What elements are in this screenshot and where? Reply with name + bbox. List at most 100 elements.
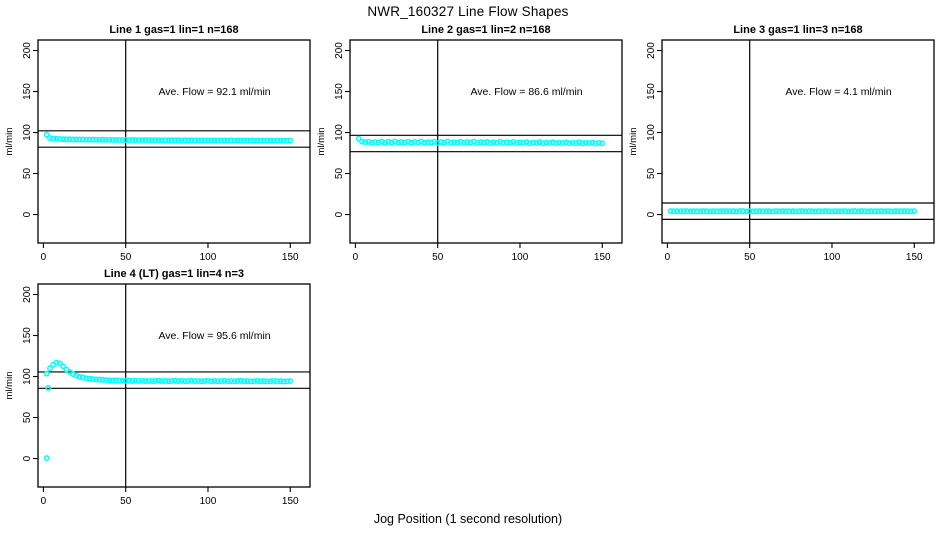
x-tick-label: 150 [906,252,923,263]
flow-data-point [796,208,803,215]
flow-data-point [720,208,727,215]
y-tick-label: 200 [646,42,657,59]
y-tick-label: 50 [646,168,657,180]
flow-data-point [264,378,271,385]
flow-data-point [149,378,155,385]
flow-data-point [490,139,497,146]
flow-data-point [546,140,553,146]
flow-data-point [500,140,507,147]
flow-data-point [145,137,152,144]
flow-data-point [86,136,93,143]
ave-flow-annotation: Ave. Flow = 4.1 ml/min [785,86,891,98]
flow-data-point [274,137,281,144]
flow-data-point [165,137,172,144]
y-tick-label: 150 [334,83,345,100]
flow-data-point [178,377,185,384]
flow-data-point [477,139,484,146]
flow-data-point [63,136,70,143]
flow-data-point [513,140,520,147]
flow-data-point [86,375,93,382]
flow-data-point [224,378,231,385]
x-tick-label: 100 [512,252,529,263]
flow-data-point [424,139,431,146]
flow-data-point [251,378,258,385]
y-tick-label: 0 [646,211,657,217]
flow-data-point [740,208,747,215]
flow-data-point [172,377,179,384]
flow-data-point [109,377,116,384]
flow-data-point [96,376,103,383]
panel-line-2-title: Line 2 gas=1 lin=2 n=168 [421,24,551,36]
flow-data-point [868,208,875,215]
flow-data-point [819,208,826,215]
flow-data-point [451,139,458,146]
flow-data-point [152,137,159,144]
flow-data-point [582,139,589,146]
flow-data-point [158,137,165,144]
flow-data-point [270,377,277,384]
flow-data-point [415,139,421,146]
flow-data-point [727,208,733,215]
flow-data-point [175,378,182,385]
flow-data-point [730,208,737,215]
flow-data-point [487,140,494,147]
flow-data-point [224,137,231,144]
flow-data-point [284,378,290,385]
flow-data-point [139,137,146,144]
flow-data-point [244,378,251,384]
ave-flow-annotation: Ave. Flow = 86.6 ml/min [470,86,582,98]
flow-data-point [188,137,195,144]
flow-data-point [116,377,123,384]
flow-data-point [815,208,822,215]
flow-data-point [139,377,146,384]
plot-box [661,39,935,244]
flow-data-point [188,377,195,384]
flow-data-point [566,140,573,147]
flow-data-point [43,370,50,377]
flow-data-point [908,208,914,215]
flow-data-point [218,378,225,385]
flow-data-point [723,208,730,215]
flow-data-point [43,131,50,138]
flow-data-point [287,137,294,144]
flow-data-point [56,136,63,143]
flow-data-point [152,377,159,384]
flow-data-point [789,208,796,215]
flow-data-point [503,139,510,146]
flow-data-point [894,208,901,215]
flow-data-point [106,136,113,143]
flow-data-point [799,208,806,215]
flow-data-point [464,139,471,146]
flow-data-point [264,137,271,144]
x-tick-label: 100 [200,252,217,263]
flow-data-point [214,378,221,385]
flow-data-point [891,208,898,215]
flow-data-point [707,208,714,215]
x-tick-label: 0 [353,252,359,263]
flow-data-point [280,378,287,385]
flow-data-point [221,137,228,144]
flow-data-point [878,208,885,215]
flow-data-point [858,208,865,215]
flow-data-point [372,139,379,145]
flow-data-point [786,208,793,215]
x-tick-label: 100 [200,496,217,507]
flow-data-point [809,208,816,215]
flow-data-point [599,140,606,147]
flow-data-point [254,377,261,384]
flow-data-point [257,137,264,144]
flow-data-point [168,137,175,144]
flow-data-point [684,208,691,215]
y-tick-label: 200 [334,42,345,59]
flow-data-point [43,455,50,462]
flow-data-point [865,208,872,215]
flow-data-point [756,208,763,215]
flow-data-point [411,139,418,145]
flow-data-point [267,137,274,144]
flow-data-point [158,378,165,385]
flow-data-point [832,208,839,215]
flow-data-point [218,137,225,144]
flow-data-point [185,378,192,384]
flow-data-point [467,139,474,146]
flow-data-point [746,208,753,215]
